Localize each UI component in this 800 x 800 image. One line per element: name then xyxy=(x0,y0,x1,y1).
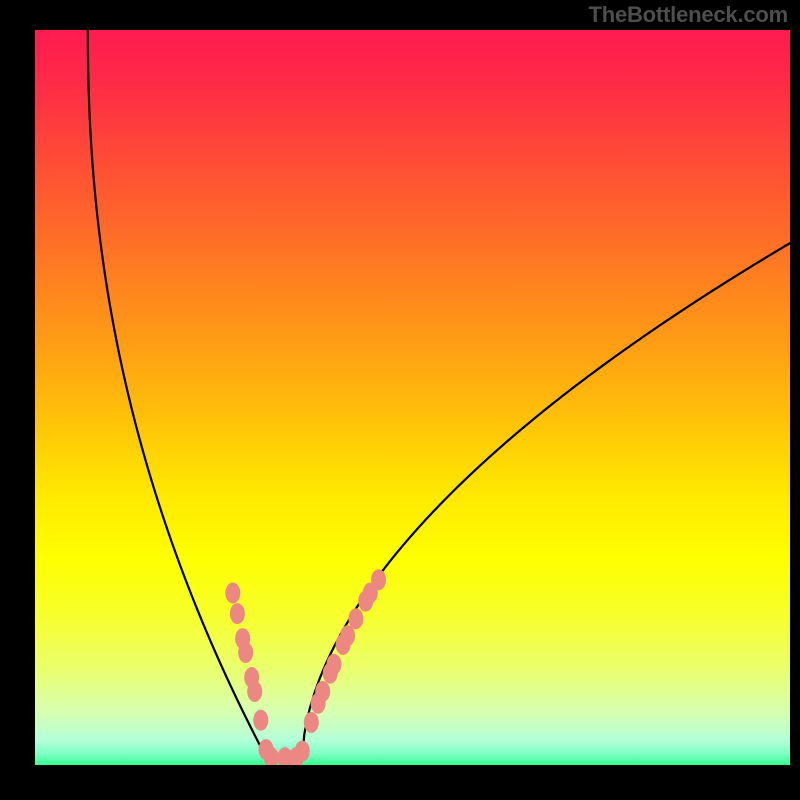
data-point xyxy=(304,712,319,733)
watermark-text: TheBottleneck.com xyxy=(588,2,788,28)
data-point xyxy=(225,583,240,604)
data-point xyxy=(253,710,268,731)
data-point xyxy=(238,642,253,663)
data-point xyxy=(371,569,386,590)
data-point xyxy=(230,603,245,624)
data-point xyxy=(315,681,330,702)
gradient-background xyxy=(35,30,790,765)
data-point xyxy=(247,681,262,702)
plot-area xyxy=(35,30,790,765)
data-point xyxy=(326,654,341,675)
data-point xyxy=(348,608,363,629)
data-point xyxy=(295,741,310,762)
chart-svg xyxy=(35,30,790,765)
